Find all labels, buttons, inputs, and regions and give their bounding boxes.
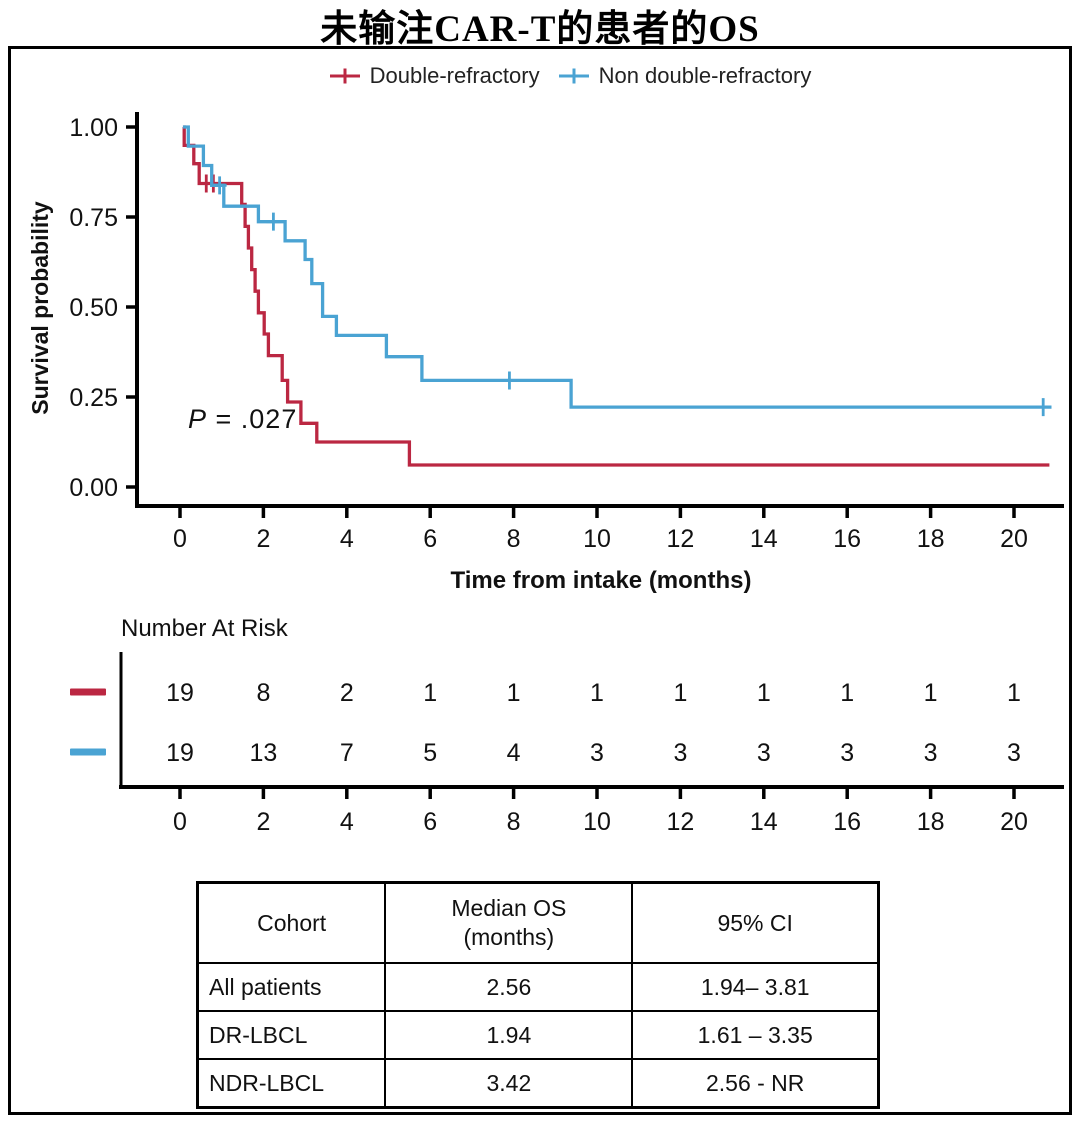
risk-tick-label: 0	[173, 808, 187, 836]
risk-count: 19	[166, 679, 194, 707]
risk-count: 19	[166, 739, 194, 767]
risk-count: 1	[840, 679, 854, 707]
summary-cell-0-1: 2.56	[384, 962, 634, 1012]
x-tick-label: 12	[666, 525, 694, 553]
risk-tick-label: 10	[583, 808, 611, 836]
figure-title: 未输注CAR-T的患者的OS	[320, 9, 760, 50]
risk-count: 1	[507, 679, 521, 707]
pvalue-annotation: P = .027	[188, 404, 298, 434]
x-tick-label: 10	[583, 525, 611, 553]
legend-label-double-refractory: Double-refractory	[369, 63, 540, 88]
risk-count: 4	[507, 739, 521, 767]
summary-cell-0-0: All patients	[196, 962, 387, 1012]
risk-count: 5	[423, 739, 437, 767]
risk-tick-label: 2	[256, 808, 270, 836]
summary-cell-2-0: NDR-LBCL	[196, 1058, 387, 1109]
summary-header-2: 95% CI	[631, 881, 880, 964]
summary-header-1: Median OS (months)	[384, 881, 634, 964]
risk-count: 7	[340, 739, 354, 767]
number-at-risk-heading: Number At Risk	[121, 615, 288, 642]
censor-mark	[212, 176, 227, 195]
legend-label-non-double-refractory: Non double-refractory	[598, 63, 812, 88]
x-axis-title: Time from intake (months)	[451, 567, 752, 594]
legend-item-non-double-refractory: Non double-refractory	[558, 63, 812, 89]
x-tick-label: 14	[750, 525, 778, 553]
risk-row-swatch	[70, 688, 106, 696]
x-tick-label: 8	[507, 525, 521, 553]
risk-count: 3	[1007, 739, 1021, 767]
risk-count: 3	[590, 739, 604, 767]
risk-tick-label: 18	[917, 808, 945, 836]
y-tick-label: 0.25	[69, 384, 118, 412]
risk-count: 1	[1007, 679, 1021, 707]
summary-cell-0-2: 1.94– 3.81	[631, 962, 880, 1012]
risk-tick-label: 8	[507, 808, 521, 836]
risk-tick-label: 14	[750, 808, 778, 836]
risk-count: 3	[757, 739, 771, 767]
risk-tick-label: 16	[833, 808, 861, 836]
risk-count: 1	[423, 679, 437, 707]
summary-cell-1-2: 1.61 – 3.35	[631, 1010, 880, 1060]
km-plot-svg: 1.000.750.500.250.000 2 4 6 8 10 12 14 16 18 20Tim…	[27, 112, 1064, 836]
risk-count: 1	[924, 679, 938, 707]
summary-cell-1-1: 1.94	[384, 1010, 634, 1060]
y-tick-label: 0.50	[69, 294, 118, 322]
summary-row-0: All patients 2.56 1.94– 3.81	[196, 962, 880, 1012]
summary-cell-2-1: 3.42	[384, 1058, 634, 1109]
summary-cell-1-0: DR-LBCL	[196, 1010, 387, 1060]
risk-tick-label: 4	[340, 808, 354, 836]
km-curve-double-refractory	[182, 125, 1050, 467]
censor-mark	[266, 212, 281, 231]
x-tick-label: 0	[173, 525, 187, 553]
x-tick-label: 20	[1000, 525, 1028, 553]
censor-plus-line-icon	[558, 68, 589, 84]
plot-axes	[135, 112, 1064, 508]
legend-item-double-refractory: Double-refractory	[329, 63, 540, 89]
risk-row-swatch	[70, 748, 106, 756]
summary-table: Cohort Median OS (months) 95% CI All patie…	[196, 881, 880, 1109]
risk-tick-label: 12	[666, 808, 694, 836]
summary-cell-2-2: 2.56 - NR	[631, 1058, 880, 1109]
km-curve-non-double-refractory	[182, 125, 1052, 409]
x-tick-label: 4	[340, 525, 354, 553]
risk-count: 3	[840, 739, 854, 767]
summary-header-0: Cohort	[196, 881, 387, 964]
summary-row-2: NDR-LBCL 3.42 2.56 - NR	[196, 1058, 880, 1109]
y-tick-label: 1.00	[69, 114, 118, 142]
x-tick-label: 16	[833, 525, 861, 553]
summary-row-1: DR-LBCL 1.94 1.61 – 3.35	[196, 1010, 880, 1060]
risk-tick-label: 6	[423, 808, 437, 836]
censor-mark	[1036, 398, 1051, 417]
x-tick-label: 18	[917, 525, 945, 553]
legend: Double-refractory Non double-refractory	[60, 63, 1080, 89]
censor-mark	[206, 174, 221, 193]
risk-count: 1	[673, 679, 687, 707]
risk-count: 1	[757, 679, 771, 707]
risk-count: 13	[249, 739, 277, 767]
y-tick-label: 0.00	[69, 474, 118, 502]
y-axis-title: Survival probability	[27, 201, 53, 415]
x-tick-label: 2	[256, 525, 270, 553]
x-tick-label: 6	[423, 525, 437, 553]
risk-count: 3	[673, 739, 687, 767]
y-tick-label: 0.75	[69, 204, 118, 232]
risk-count: 3	[924, 739, 938, 767]
risk-count: 1	[590, 679, 604, 707]
summary-table-header: Cohort Median OS (months) 95% CI	[196, 881, 880, 964]
risk-count: 8	[256, 679, 270, 707]
censor-plus-line-icon	[329, 68, 360, 84]
risk-count: 2	[340, 679, 354, 707]
censor-mark	[502, 371, 517, 390]
risk-tick-label: 20	[1000, 808, 1028, 836]
